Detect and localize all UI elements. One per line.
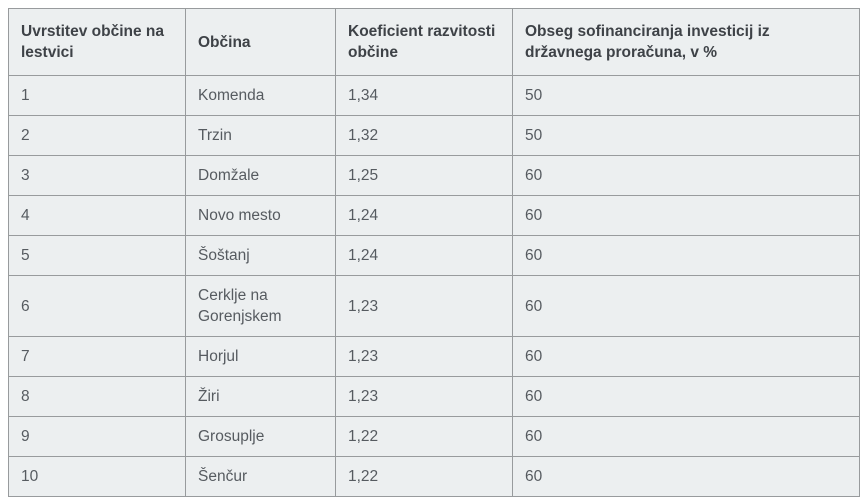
cell-coefficient: 1,34 — [335, 75, 513, 116]
cell-municipality: Cerklje na Gorenjskem — [185, 275, 336, 337]
cell-coefficient: 1,25 — [335, 155, 513, 196]
cell-coefficient: 1,23 — [335, 336, 513, 377]
cell-municipality: Domžale — [185, 155, 336, 196]
table-row: 8 Žiri 1,23 60 — [8, 376, 860, 417]
column-header-rank: Uvrstitev občine na lestvici — [8, 8, 186, 76]
table-row: 10 Šenčur 1,22 60 — [8, 456, 860, 497]
cell-cofinancing: 60 — [512, 456, 860, 497]
table-row: 1 Komenda 1,34 50 — [8, 75, 860, 116]
cell-cofinancing: 50 — [512, 115, 860, 156]
cell-cofinancing: 60 — [512, 275, 860, 337]
cell-cofinancing: 60 — [512, 376, 860, 417]
cell-coefficient: 1,32 — [335, 115, 513, 156]
column-header-municipality: Občina — [185, 8, 336, 76]
cell-cofinancing: 60 — [512, 195, 860, 236]
cell-rank: 9 — [8, 416, 186, 457]
cell-rank: 2 — [8, 115, 186, 156]
cell-municipality: Horjul — [185, 336, 336, 377]
cell-cofinancing: 50 — [512, 75, 860, 116]
cell-cofinancing: 60 — [512, 235, 860, 276]
column-header-cofinancing: Obseg sofinanciranja investicij iz držav… — [512, 8, 860, 76]
table-row: 3 Domžale 1,25 60 — [8, 155, 860, 196]
table-header: Uvrstitev občine na lestvici Občina Koef… — [8, 8, 860, 76]
cell-rank: 8 — [8, 376, 186, 417]
table-row: 2 Trzin 1,32 50 — [8, 115, 860, 156]
column-header-coefficient: Koeficient razvitosti občine — [335, 8, 513, 76]
cell-coefficient: 1,24 — [335, 195, 513, 236]
table-row: 7 Horjul 1,23 60 — [8, 336, 860, 377]
table-row: 6 Cerklje na Gorenjskem 1,23 60 — [8, 275, 860, 337]
cell-municipality: Komenda — [185, 75, 336, 116]
cell-municipality: Grosuplje — [185, 416, 336, 457]
cell-coefficient: 1,23 — [335, 275, 513, 337]
cell-rank: 5 — [8, 235, 186, 276]
table-body: 1 Komenda 1,34 50 2 Trzin 1,32 50 3 Domž… — [8, 75, 860, 497]
table-row: 9 Grosuplje 1,22 60 — [8, 416, 860, 457]
cell-rank: 4 — [8, 195, 186, 236]
table-header-row: Uvrstitev občine na lestvici Občina Koef… — [8, 8, 860, 76]
cell-cofinancing: 60 — [512, 155, 860, 196]
cell-rank: 3 — [8, 155, 186, 196]
cell-rank: 6 — [8, 275, 186, 337]
cell-municipality: Šoštanj — [185, 235, 336, 276]
cell-municipality: Trzin — [185, 115, 336, 156]
cell-coefficient: 1,22 — [335, 456, 513, 497]
cell-coefficient: 1,23 — [335, 376, 513, 417]
cell-cofinancing: 60 — [512, 336, 860, 377]
cell-municipality: Šenčur — [185, 456, 336, 497]
cell-municipality: Žiri — [185, 376, 336, 417]
table-row: 5 Šoštanj 1,24 60 — [8, 235, 860, 276]
cell-coefficient: 1,22 — [335, 416, 513, 457]
table-row: 4 Novo mesto 1,24 60 — [8, 195, 860, 236]
cell-rank: 1 — [8, 75, 186, 116]
municipality-development-table: Uvrstitev občine na lestvici Občina Koef… — [8, 8, 860, 497]
cell-rank: 7 — [8, 336, 186, 377]
cell-rank: 10 — [8, 456, 186, 497]
cell-cofinancing: 60 — [512, 416, 860, 457]
cell-coefficient: 1,24 — [335, 235, 513, 276]
cell-municipality: Novo mesto — [185, 195, 336, 236]
